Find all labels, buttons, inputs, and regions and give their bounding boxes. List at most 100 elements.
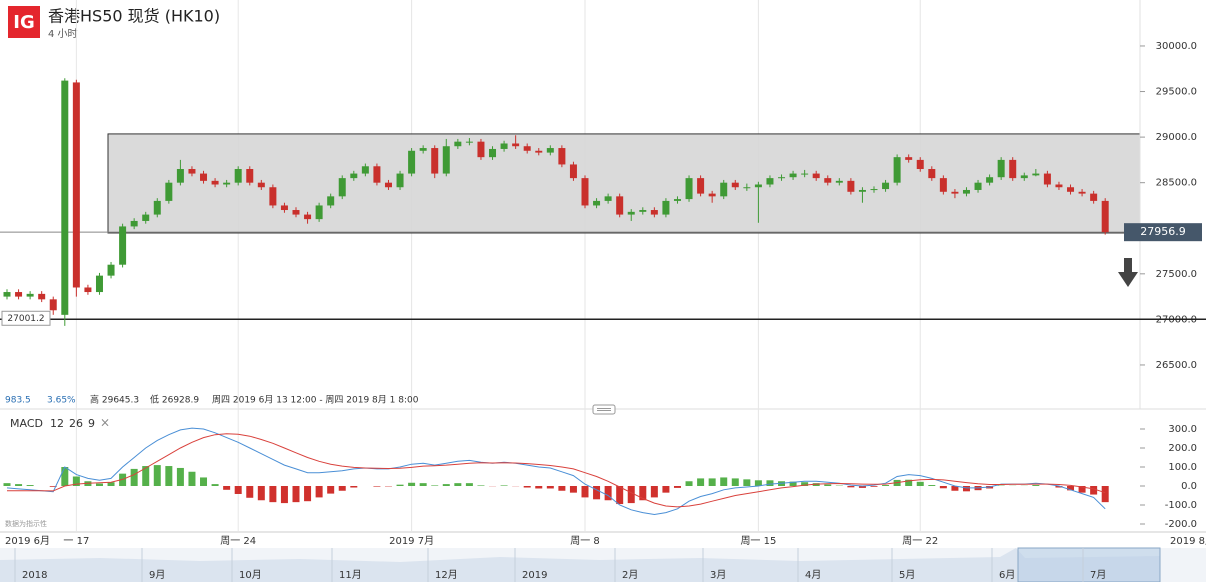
candle-body [997, 159, 1005, 178]
indicator-note: 数据为指示性 [5, 519, 47, 528]
candle-body [1055, 184, 1063, 188]
candle-body [327, 196, 335, 206]
stat: 周四 2019 6月 13 12:00 - 周四 2019 8月 1 8:00 [212, 395, 419, 406]
candle-body [211, 180, 219, 185]
candle-body [685, 178, 693, 200]
candle-body [408, 150, 416, 174]
macd-line [7, 433, 1106, 508]
candle-body [269, 187, 277, 206]
histogram-bar [165, 466, 173, 486]
candle-body [720, 182, 728, 197]
candle-body [489, 148, 497, 158]
histogram-bar [223, 486, 231, 490]
candle-body [188, 169, 196, 174]
histogram-bar [500, 485, 508, 486]
candle-body [257, 182, 265, 188]
histogram-bar [858, 486, 866, 488]
histogram-bar [269, 486, 277, 503]
candle-body [847, 180, 855, 192]
navigator-label: 12月 [435, 569, 458, 581]
candle-body [512, 143, 520, 147]
histogram-bar [130, 468, 138, 486]
candle-body [223, 182, 231, 185]
histogram-bar [61, 467, 69, 486]
histogram-bar [1055, 486, 1063, 488]
y-tick-label: 28500.0 [1156, 178, 1197, 189]
candle-body [176, 169, 184, 183]
candle-body [500, 143, 508, 149]
candle-body [384, 182, 392, 188]
candle-body [234, 169, 242, 183]
candle-body [766, 178, 774, 185]
instrument-title: 香港HS50 现货 (HK10) [48, 7, 220, 26]
histogram-bar [3, 483, 11, 486]
candle-body [673, 199, 681, 201]
y-tick-label: 27500.0 [1156, 269, 1197, 280]
histogram-bar [801, 482, 809, 486]
navigator-label: 10月 [239, 569, 262, 581]
navigator-label: 11月 [339, 569, 362, 581]
y-tick-label: -200.0 [1165, 519, 1197, 530]
candle-body [882, 182, 890, 190]
navigator-label: 7月 [1090, 569, 1106, 581]
candle-body [304, 214, 312, 220]
histogram-bar [627, 486, 635, 504]
histogram-bar [465, 483, 473, 486]
histogram-bar [662, 486, 670, 493]
x-tick-label: 周一 15 [740, 535, 776, 547]
candle-body [939, 178, 947, 192]
histogram-bar [928, 485, 936, 486]
histogram-bar [234, 486, 242, 494]
histogram-bar [951, 486, 959, 491]
resize-handle[interactable] [592, 404, 616, 415]
candle-body [731, 182, 739, 188]
stat: 983.5 [5, 396, 31, 406]
histogram-bar [419, 483, 427, 486]
histogram-bar [257, 486, 265, 501]
candle-body [916, 159, 924, 170]
candle-body [1090, 193, 1098, 201]
y-tick-label: -100.0 [1165, 500, 1197, 511]
close-icon[interactable]: × [100, 416, 110, 430]
candle-body [292, 210, 300, 215]
candle-body [650, 210, 658, 215]
histogram-bar [142, 466, 150, 486]
stat: 高 29645.3 [90, 394, 139, 406]
candle-body [72, 82, 80, 288]
candle-body [754, 184, 762, 188]
down-arrow [1118, 258, 1138, 287]
histogram-bar [315, 486, 323, 498]
histogram-bar [1101, 486, 1109, 503]
candle-body [119, 226, 127, 265]
candle-body [697, 178, 705, 194]
histogram-bar [304, 486, 312, 502]
histogram-bar [408, 482, 416, 486]
histogram-bar [442, 484, 450, 486]
histogram-bar [754, 480, 762, 486]
histogram-bar [1078, 486, 1086, 493]
histogram-bar [1090, 486, 1098, 495]
candle-body [107, 264, 115, 276]
candle-body [604, 196, 612, 201]
x-tick-label: 周一 8 [570, 535, 600, 547]
logo-box [8, 6, 40, 38]
candle-body [535, 150, 543, 153]
histogram-bar [824, 484, 832, 486]
histogram-bar [581, 486, 589, 498]
histogram-bar [905, 479, 913, 486]
candle-body [477, 141, 485, 158]
candle-body [593, 200, 601, 206]
candle-body [61, 80, 69, 315]
y-tick-label: 30000.0 [1156, 41, 1197, 52]
histogram-bar [639, 486, 647, 501]
histogram-bar [350, 486, 358, 488]
candle-body [454, 141, 462, 147]
candle-body [627, 211, 635, 215]
indicator-param: 12 [50, 417, 64, 430]
histogram-bar [882, 485, 890, 486]
candle-body [835, 180, 843, 183]
candle-body [373, 166, 381, 183]
histogram-bar [280, 486, 288, 504]
logo: IG [13, 12, 34, 33]
